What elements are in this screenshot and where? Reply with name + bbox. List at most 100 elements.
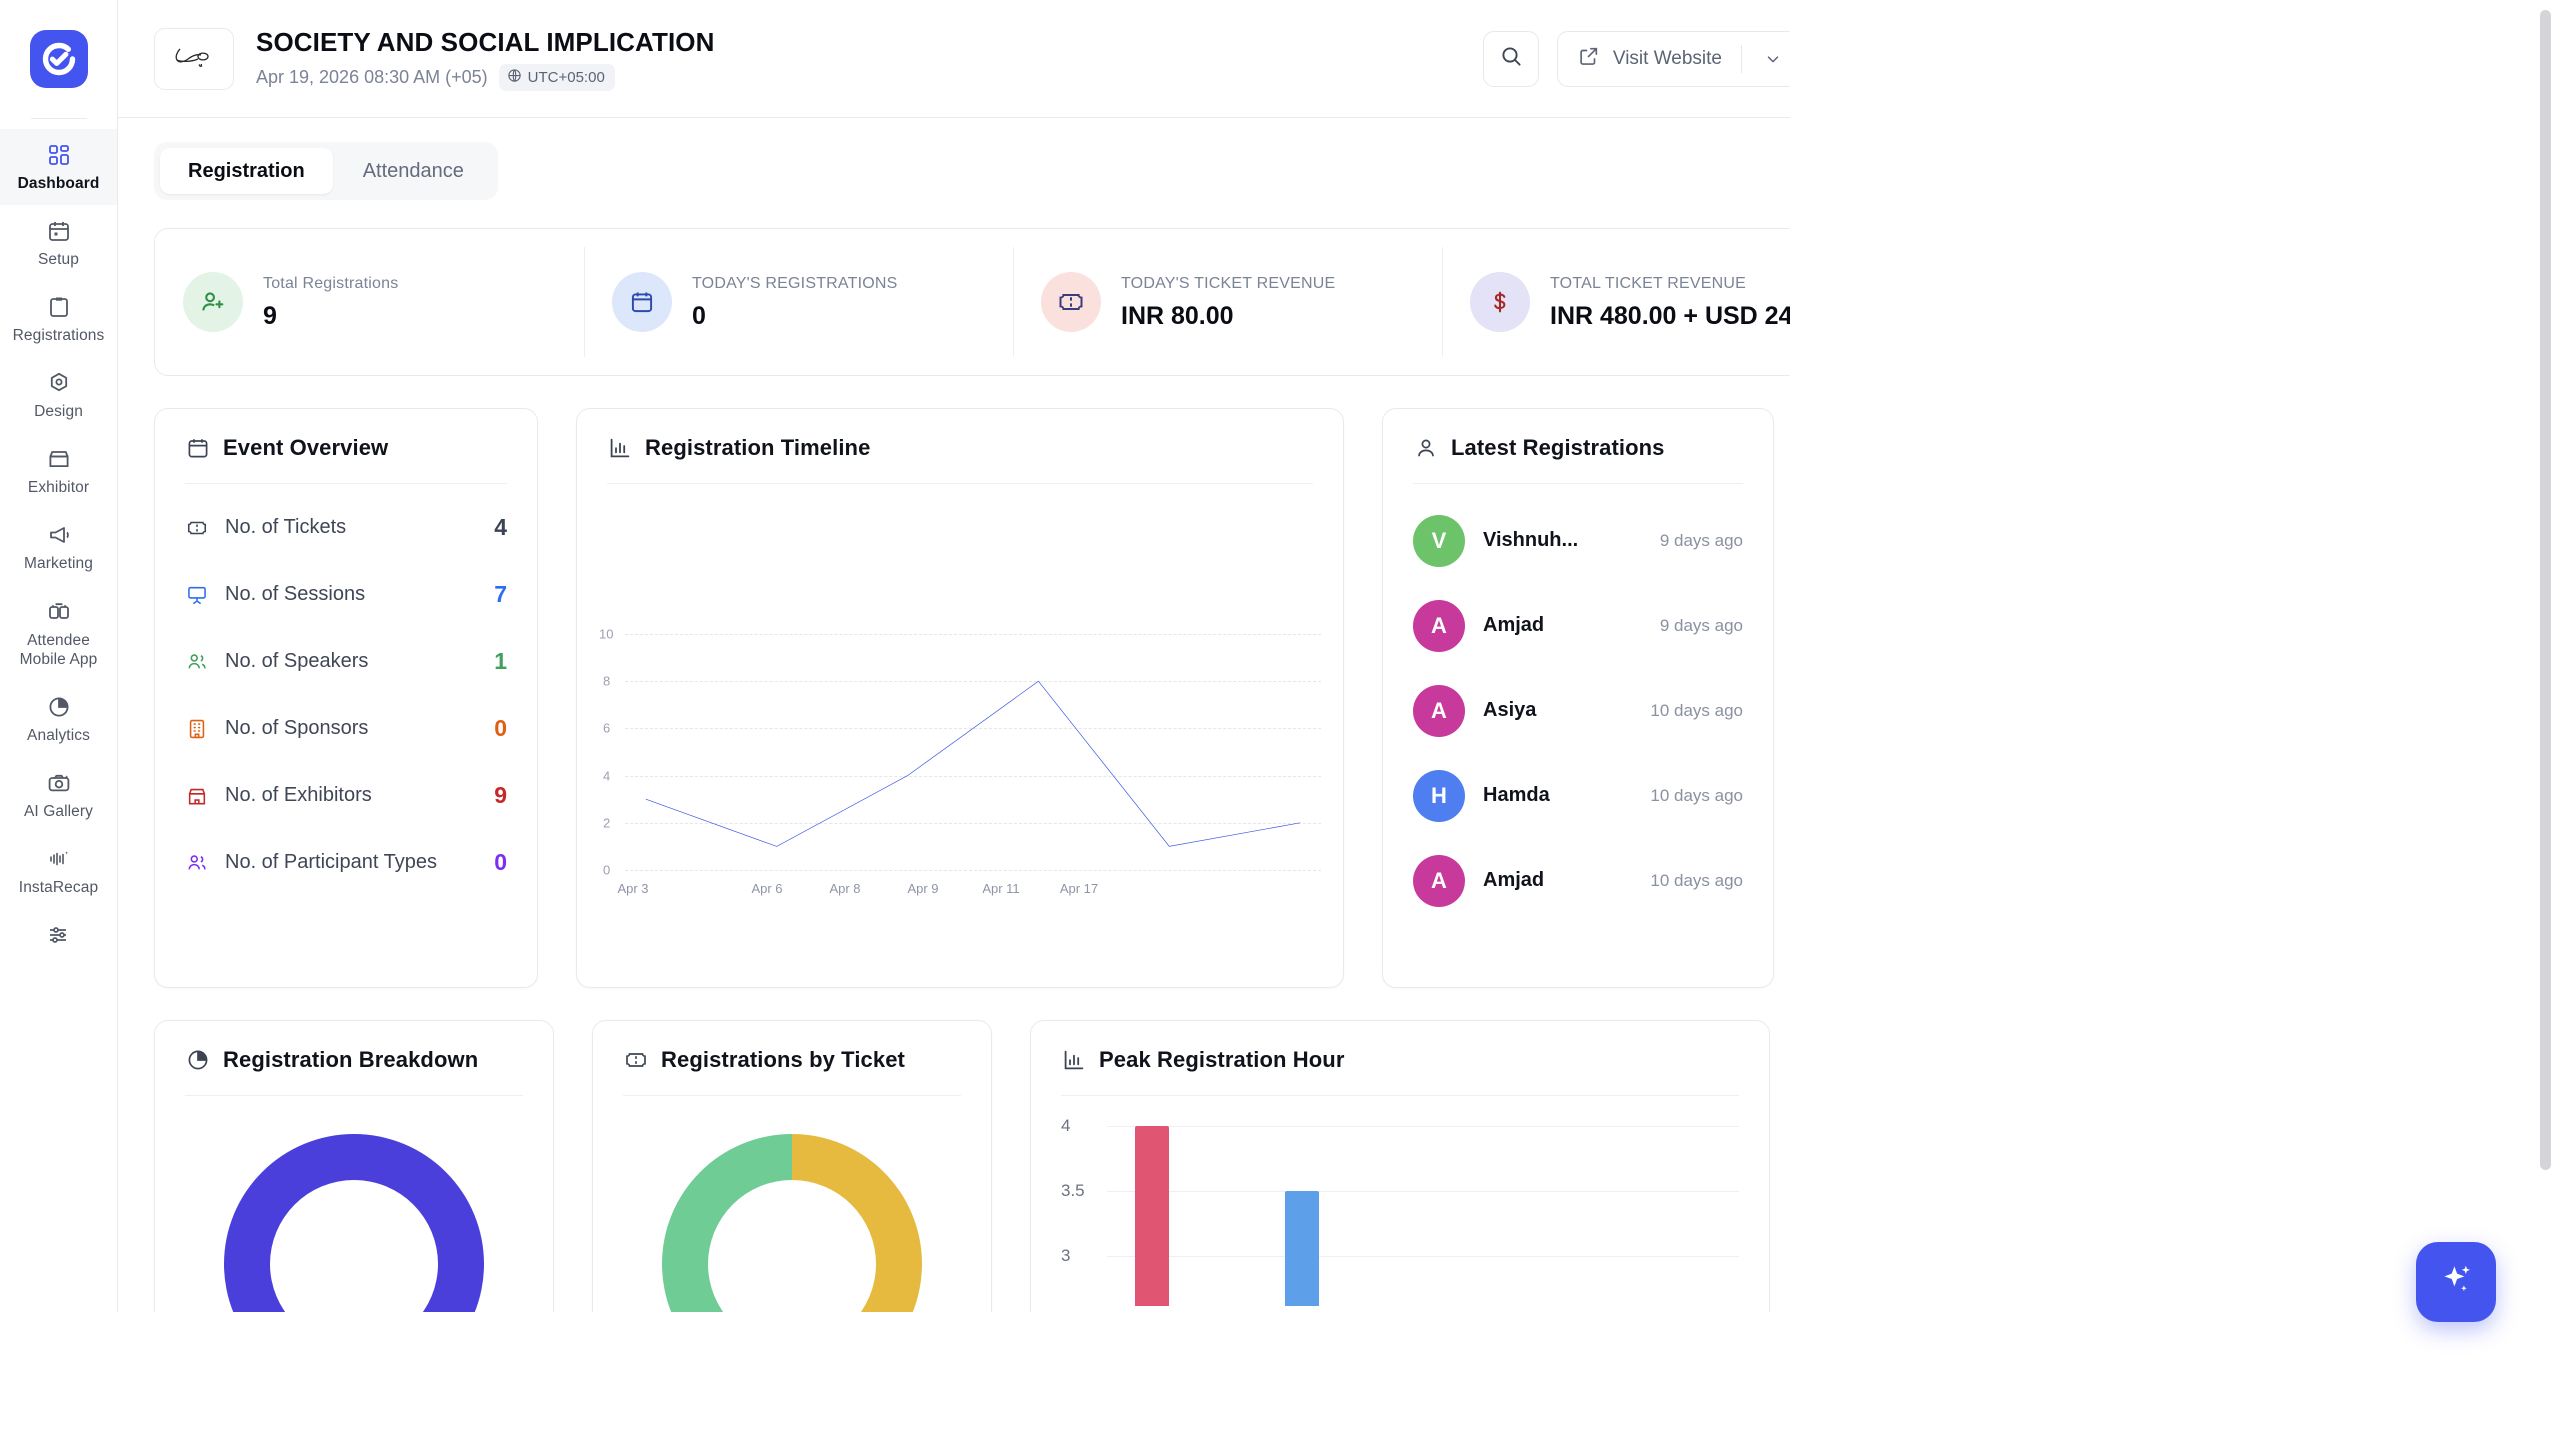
sidebar-item-label: InstaRecap: [18, 879, 99, 896]
user-icon: [1413, 435, 1439, 461]
stats-strip: Total Registrations 9 TODAY'S REGISTRATI…: [154, 228, 1872, 376]
topbar: SOCIETY AND SOCIAL IMPLICATION Apr 19, 2…: [118, 0, 1908, 118]
event-subtitle: Apr 19, 2026 08:30 AM (+05) UTC+05:00: [256, 63, 715, 91]
sidebar: Dashboard Setup Registrations: [0, 0, 118, 1440]
sidebar-item-ai-gallery[interactable]: AI Gallery: [0, 757, 117, 833]
registrant-name: Vishnuh...: [1483, 529, 1579, 551]
evenue-logo-icon[interactable]: [29, 30, 88, 88]
registrant-name: Amjad: [1483, 614, 1545, 636]
registration-breakdown-chart: [155, 1096, 553, 1349]
registrant-time: 9 days ago: [1659, 530, 1743, 550]
calendar-icon: [185, 435, 211, 461]
list-item-value: 9: [494, 782, 507, 808]
card-latest-registrations: Latest Registrations V Vishnuh... 9 days…: [1382, 408, 1774, 988]
tab-attendance[interactable]: Attendance: [362, 160, 464, 182]
card-header: Peak Registration Hour: [1031, 1021, 1769, 1073]
event-logo: [154, 27, 234, 90]
ticket-icon: [1041, 272, 1101, 332]
logo-container[interactable]: [0, 0, 117, 118]
sidebar-item-label: Setup: [37, 251, 79, 268]
list-item[interactable]: A Amjad 9 days ago: [1413, 583, 1743, 668]
user-plus-icon: [183, 272, 243, 332]
card-registrations-by-ticket: Registrations by Ticket: [592, 1020, 992, 1350]
stat-label: TODAY'S TICKET REVENUE: [1121, 274, 1336, 292]
x-tick-label: Apr 17: [1059, 881, 1099, 896]
event-meta: SOCIETY AND SOCIAL IMPLICATION Apr 19, 2…: [256, 27, 715, 91]
sidebar-item-setup[interactable]: Setup: [0, 205, 117, 281]
sliders-icon: [46, 922, 72, 948]
search-button[interactable]: [1482, 30, 1539, 87]
visit-website-button[interactable]: Visit Website: [1556, 30, 1798, 87]
x-tick-label: Apr 9: [907, 881, 939, 896]
list-item-value: 7: [494, 581, 507, 607]
list-item[interactable]: No. of Tickets 4: [185, 494, 507, 561]
sidebar-item-dashboard[interactable]: Dashboard: [0, 129, 117, 205]
list-item[interactable]: A Asiya 10 days ago: [1413, 668, 1743, 753]
stat-label: TODAY'S REGISTRATIONS: [692, 274, 898, 292]
pie-chart-icon: [185, 1047, 211, 1073]
page-title: SOCIETY AND SOCIAL IMPLICATION: [256, 26, 715, 57]
stat-todays-registrations: TODAY'S REGISTRATIONS 0: [584, 229, 1013, 375]
divider: [185, 1095, 523, 1096]
registrant-name: Asiya: [1483, 699, 1537, 721]
building-icon: [185, 717, 209, 741]
sidebar-item-settings[interactable]: [0, 909, 117, 967]
sidebar-item-label: Registrations: [12, 327, 105, 344]
sidebar-item-label: Design: [34, 403, 83, 420]
card-header: Latest Registrations: [1383, 409, 1773, 461]
y-tick-label: 4: [1061, 1116, 1071, 1135]
ai-assistant-button[interactable]: [2416, 1242, 2496, 1322]
list-item[interactable]: No. of Speakers 1: [185, 628, 507, 695]
x-tick-label: Apr 6: [751, 881, 783, 896]
tab-bar: Registration Attendance: [154, 142, 498, 200]
registrant-name: Hamda: [1483, 784, 1550, 806]
stat-todays-ticket-revenue: TODAY'S TICKET REVENUE INR 80.00: [1013, 229, 1442, 375]
bar-chart-icon: [1061, 1047, 1087, 1073]
list-item[interactable]: A Amjad 10 days ago: [1413, 838, 1743, 923]
sidebar-divider: [30, 118, 87, 119]
users-icon: [185, 650, 209, 674]
presentation-icon: [185, 583, 209, 607]
card-title: Registration Breakdown: [223, 1047, 479, 1072]
peak-registration-hour-chart: 4 3.5 3 2.5: [1031, 1096, 1769, 1330]
registrant-time: 10 days ago: [1650, 870, 1743, 890]
tab-registration[interactable]: Registration: [160, 148, 333, 194]
sidebar-item-exhibitor[interactable]: Exhibitor: [0, 433, 117, 509]
list-item[interactable]: No. of Sponsors 0: [185, 695, 507, 762]
status-badge: UTC+05:00: [498, 63, 615, 91]
camera-sparkle-icon: [46, 770, 72, 796]
sparkle-icon: [2437, 1261, 2475, 1304]
list-item[interactable]: No. of Sessions 7: [185, 561, 507, 628]
sidebar-item-marketing[interactable]: Marketing: [0, 509, 117, 585]
bar-chart-icon: [607, 435, 633, 461]
page-background-bottom: [0, 1312, 2560, 1440]
sidebar-item-analytics[interactable]: Analytics: [0, 681, 117, 757]
stat-value: 0: [692, 301, 706, 330]
sidebar-item-design[interactable]: Design: [0, 357, 117, 433]
list-item[interactable]: No. of Participant Types 0: [185, 829, 507, 896]
list-item[interactable]: H Hamda 10 days ago: [1413, 753, 1743, 838]
card-event-overview: Event Overview No. of Tickets: [154, 408, 538, 988]
event-date: Apr 19, 2026 08:30 AM (+05): [256, 67, 488, 87]
timezone-label: UTC+05:00: [527, 68, 605, 86]
y-tick-label: 10: [599, 626, 614, 642]
card-header: Event Overview: [155, 409, 537, 461]
list-item[interactable]: No. of Exhibitors 9: [185, 762, 507, 829]
chart-plot: 10 8 6 4 2 0: [599, 627, 1321, 878]
divider: [1413, 483, 1743, 484]
card-peak-registration-hour: Peak Registration Hour 4 3.5 3 2.5: [1030, 1020, 1770, 1350]
list-item[interactable]: V Vishnuh... 9 days ago: [1413, 498, 1743, 583]
stat-label: Total Registrations: [263, 274, 399, 292]
vertical-scrollbar[interactable]: [2540, 10, 2551, 1170]
sidebar-item-registrations[interactable]: Registrations: [0, 281, 117, 357]
list-item-value: 4: [494, 514, 507, 540]
card-header: Registration Breakdown: [155, 1021, 553, 1073]
sidebar-item-instarecap[interactable]: InstaRecap: [0, 833, 117, 909]
divider: [1741, 44, 1742, 73]
grid-icon: [46, 142, 72, 168]
ticket-icon: [623, 1047, 649, 1073]
sidebar-item-attendee-mobile-app[interactable]: Attendee Mobile App: [0, 585, 117, 681]
list-item-label: No. of Participant Types: [225, 851, 437, 873]
chevron-down-icon[interactable]: [1755, 50, 1791, 68]
avatar: A: [1413, 854, 1465, 907]
